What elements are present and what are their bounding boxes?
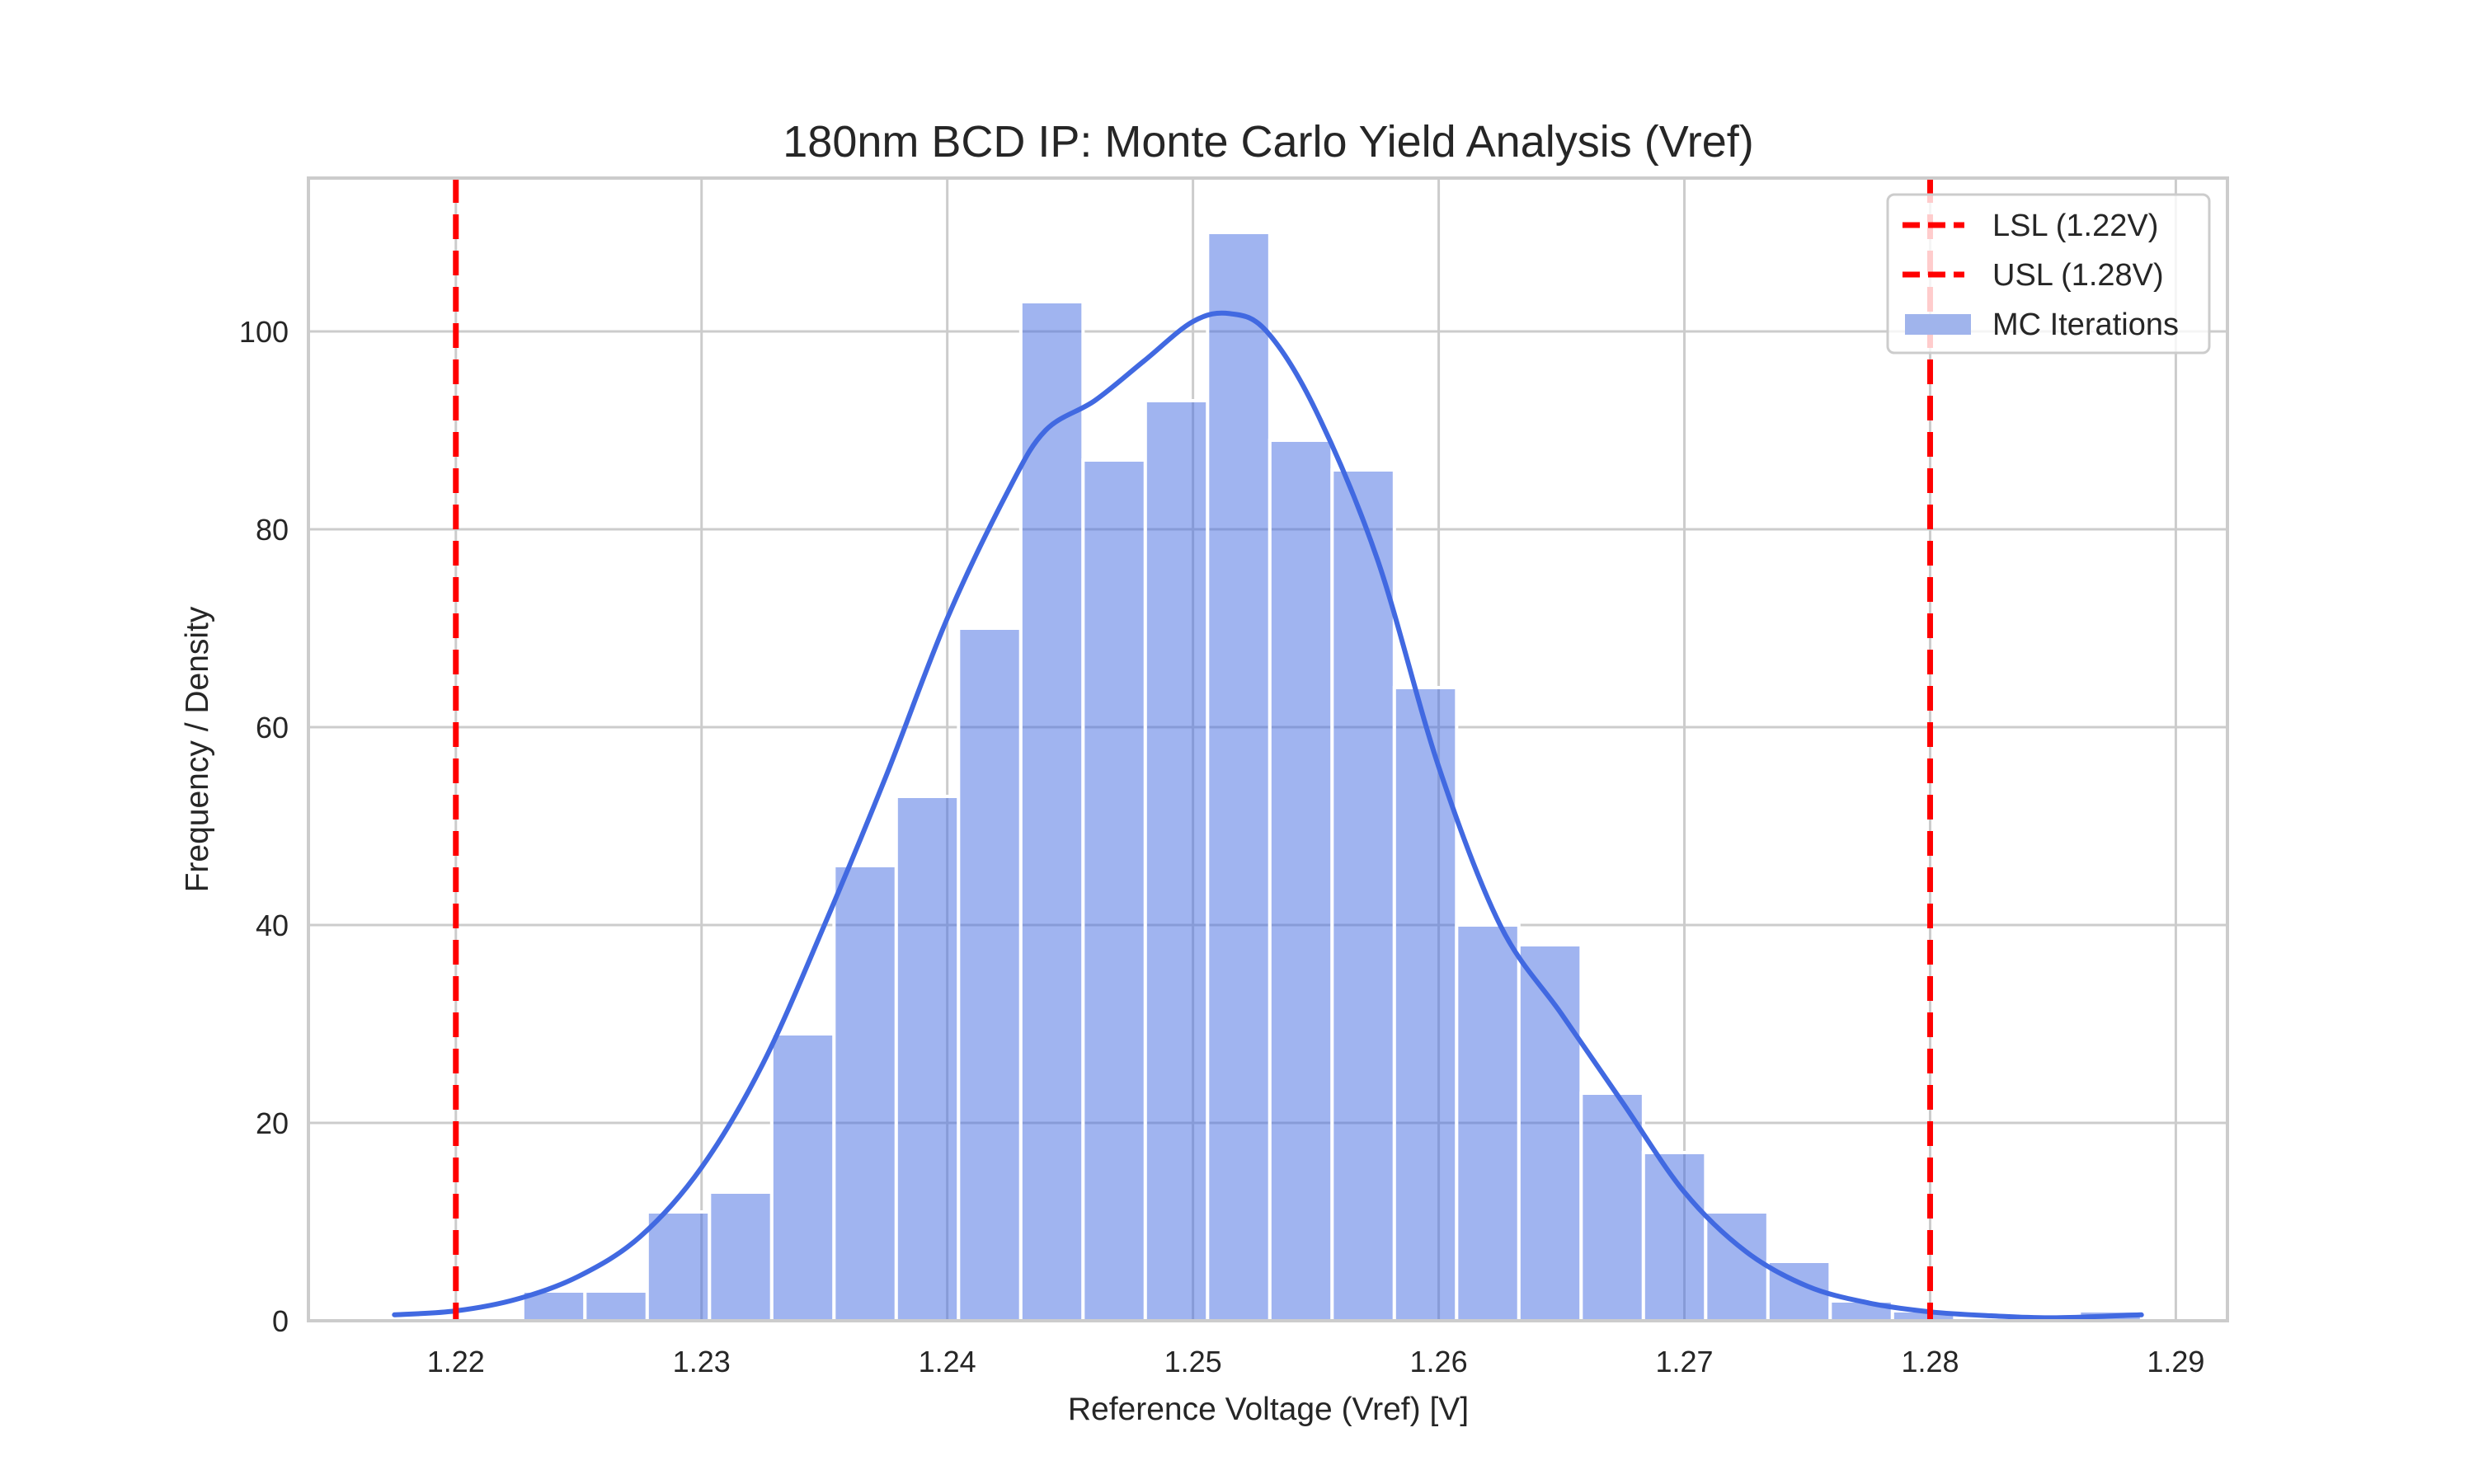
legend-item: USL (1.28V): [1903, 258, 2164, 293]
histogram-bars: [520, 231, 2143, 1322]
kde-curve: [392, 310, 2144, 1321]
legend-label: USL (1.28V): [1992, 258, 2164, 293]
x-tick-label: 1.27: [1655, 1345, 1713, 1378]
x-tick-label: 1.25: [1164, 1345, 1222, 1378]
y-tick-label: 100: [239, 315, 289, 349]
x-tick-label: 1.23: [673, 1345, 731, 1378]
histogram-bar: [1455, 923, 1521, 1322]
y-axis-ticks: 0 20 40 60 80 100: [239, 315, 289, 1338]
y-axis-label: Frequency / Density: [180, 606, 215, 892]
spec-limit-lines: [453, 178, 1933, 1321]
histogram-bar: [894, 795, 961, 1322]
chart-title: 180nm BCD IP: Monte Carlo Yield Analysis…: [783, 117, 1753, 167]
plot-frame: [307, 176, 2229, 1322]
legend: LSL (1.22V) USL (1.28V) MC Iterations: [1886, 193, 2211, 355]
legend-label: MC Iterations: [1992, 308, 2179, 342]
legend-box: [1886, 193, 2211, 355]
histogram-bar: [1392, 686, 1459, 1322]
histogram-bar: [832, 864, 898, 1322]
legend-item: MC Iterations: [1905, 308, 2179, 342]
y-tick-label: 60: [256, 711, 289, 744]
x-tick-label: 1.22: [427, 1345, 485, 1378]
patch-swatch-icon: [1905, 314, 1971, 335]
histogram-bar: [708, 1190, 774, 1322]
histogram-bar: [957, 627, 1023, 1322]
y-tick-label: 40: [256, 909, 289, 942]
y-tick-label: 0: [272, 1304, 289, 1338]
histogram-bar: [1206, 231, 1272, 1322]
histogram-bar: [769, 1032, 836, 1322]
histogram-bar: [1579, 1092, 1645, 1322]
legend-label: LSL (1.22V): [1992, 209, 2158, 243]
y-tick-label: 80: [256, 513, 289, 547]
kde-line: [392, 310, 2144, 1321]
histogram-bar: [1330, 468, 1396, 1322]
x-axis-label: Reference Voltage (Vref) [V]: [1068, 1392, 1469, 1427]
y-tick-label: 20: [256, 1106, 289, 1140]
x-tick-label: 1.29: [2147, 1345, 2204, 1378]
histogram-bar: [1268, 439, 1334, 1322]
x-axis-ticks: 1.22 1.23 1.24 1.25 1.26 1.27 1.28 1.29: [427, 1345, 2205, 1378]
x-tick-label: 1.28: [1901, 1345, 1959, 1378]
legend-item: LSL (1.22V): [1903, 209, 2158, 243]
histogram-bar: [645, 1210, 712, 1322]
x-tick-label: 1.26: [1410, 1345, 1468, 1378]
histogram-bar: [583, 1289, 649, 1322]
histogram-bar: [1143, 399, 1210, 1322]
x-tick-label: 1.24: [919, 1345, 976, 1378]
histogram-bar: [1081, 458, 1147, 1322]
